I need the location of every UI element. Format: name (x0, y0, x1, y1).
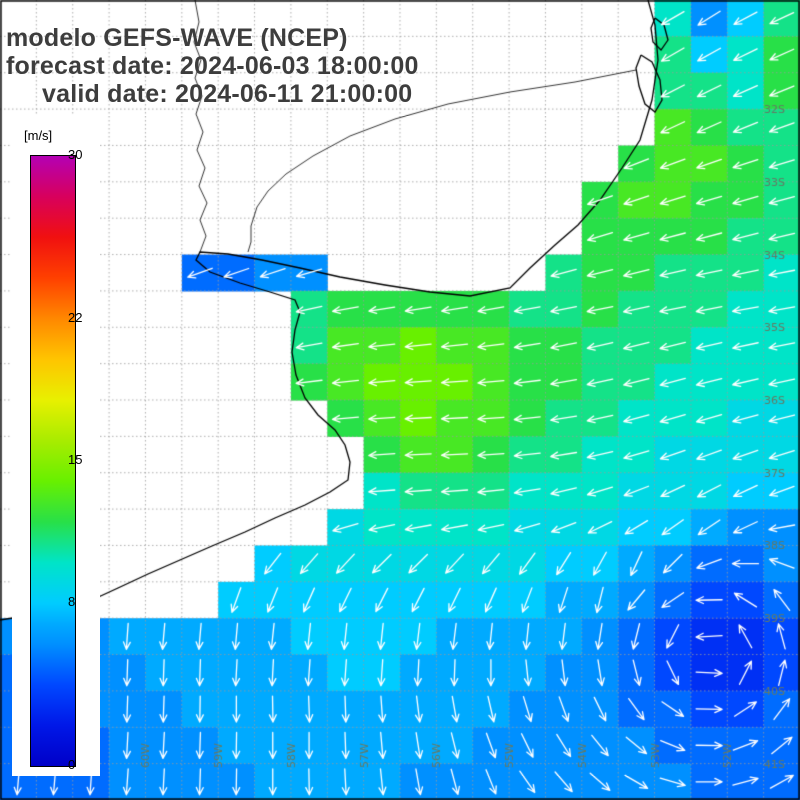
valid-date-line: valid date: 2024-06-11 21:00:00 (42, 80, 413, 108)
colorbar-tick-0: 0 (68, 757, 76, 772)
forecast-date-line: forecast date: 2024-06-03 18:00:00 (6, 52, 419, 80)
colorbar-gradient (30, 155, 76, 767)
model-title: modelo GEFS-WAVE (NCEP) (6, 24, 348, 52)
colorbar-unit-label: [m/s] (24, 128, 53, 143)
colorbar-tick-15: 15 (68, 452, 83, 467)
colorbar: [m/s] (12, 116, 100, 776)
colorbar-tick-22: 22 (68, 310, 83, 325)
colorbar-tick-30: 30 (68, 147, 83, 162)
colorbar-tick-8: 8 (68, 594, 76, 609)
title-block: modelo GEFS-WAVE (NCEP) forecast date: 2… (6, 24, 419, 108)
